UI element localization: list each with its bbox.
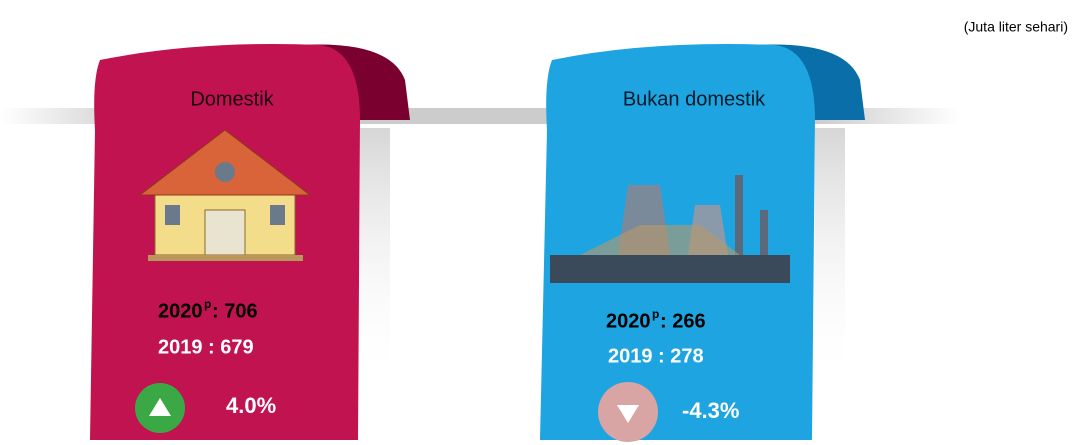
card-nondomestic: Bukan domestik 2020 p : 266 2019 : 278 -… [540,44,865,442]
card-domestic: Domestik 2020 p : 706 2019 : 679 4.0% [90,44,410,440]
fold-shadow [815,128,845,388]
factory-icon [550,175,790,283]
current-year: 2020 [606,310,651,332]
current-value: : 706 [212,300,258,322]
house-icon [138,129,312,261]
card-title: Bukan domestik [623,88,766,110]
current-value: : 266 [660,310,706,332]
down-arrow [617,405,639,423]
previous-value: 2019 : 278 [608,345,704,367]
current-flag: p [652,307,659,321]
card-title: Domestik [190,88,274,110]
current-flag: p [204,297,211,311]
change: 4.0% [226,393,276,418]
change: -4.3% [682,398,739,423]
previous-value: 2019 : 679 [158,336,254,358]
up-arrow [149,398,171,416]
fold-shadow [360,128,390,388]
current-year: 2020 [158,300,203,322]
unit-note: (Juta liter sehari) [964,19,1068,35]
